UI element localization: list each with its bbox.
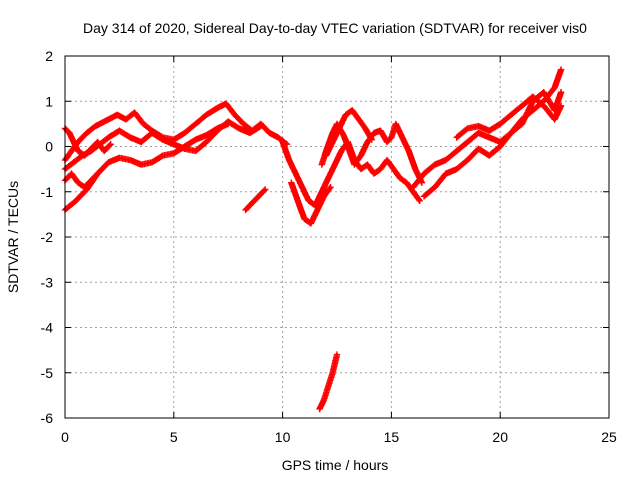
chart-title: Day 314 of 2020, Sidereal Day-to-day VTE… bbox=[83, 20, 587, 36]
x-tick-label: 15 bbox=[384, 429, 400, 445]
series-track-l bbox=[453, 93, 565, 141]
y-tick-label: -4 bbox=[41, 320, 54, 336]
y-tick-label: 0 bbox=[45, 139, 53, 155]
series-track-m bbox=[242, 186, 269, 214]
x-tick-label: 0 bbox=[61, 429, 69, 445]
series-track-n bbox=[316, 351, 341, 413]
point-markers bbox=[322, 107, 375, 159]
point-markers bbox=[420, 89, 565, 200]
y-tick-label: -2 bbox=[41, 229, 54, 245]
x-tick-label: 20 bbox=[492, 429, 508, 445]
x-tick-label: 10 bbox=[275, 429, 291, 445]
x-tick-label: 5 bbox=[170, 429, 178, 445]
series-track-g bbox=[288, 179, 334, 227]
point-markers bbox=[453, 93, 565, 141]
data-points bbox=[61, 66, 565, 413]
axis-ticks: 0 5 10 15 20 25 -6 -5 -4 -3 -2 -1 0 1 2 bbox=[41, 48, 617, 445]
y-tick-label: -6 bbox=[41, 410, 54, 426]
x-axis-label: GPS time / hours bbox=[282, 457, 389, 473]
x-tick-label: 25 bbox=[601, 429, 617, 445]
y-tick-label: -3 bbox=[41, 274, 54, 290]
y-tick-label: 2 bbox=[45, 48, 53, 64]
y-tick-label: -5 bbox=[41, 365, 54, 381]
y-axis-label: SDTVAR / TECUs bbox=[5, 181, 21, 293]
series-track-i bbox=[322, 107, 375, 159]
series-track-k bbox=[420, 89, 565, 200]
grid-lines bbox=[65, 56, 609, 418]
point-markers bbox=[288, 179, 334, 227]
point-markers bbox=[316, 351, 341, 413]
y-tick-label: -1 bbox=[41, 184, 54, 200]
point-markers bbox=[242, 186, 269, 214]
y-tick-label: 1 bbox=[45, 93, 53, 109]
